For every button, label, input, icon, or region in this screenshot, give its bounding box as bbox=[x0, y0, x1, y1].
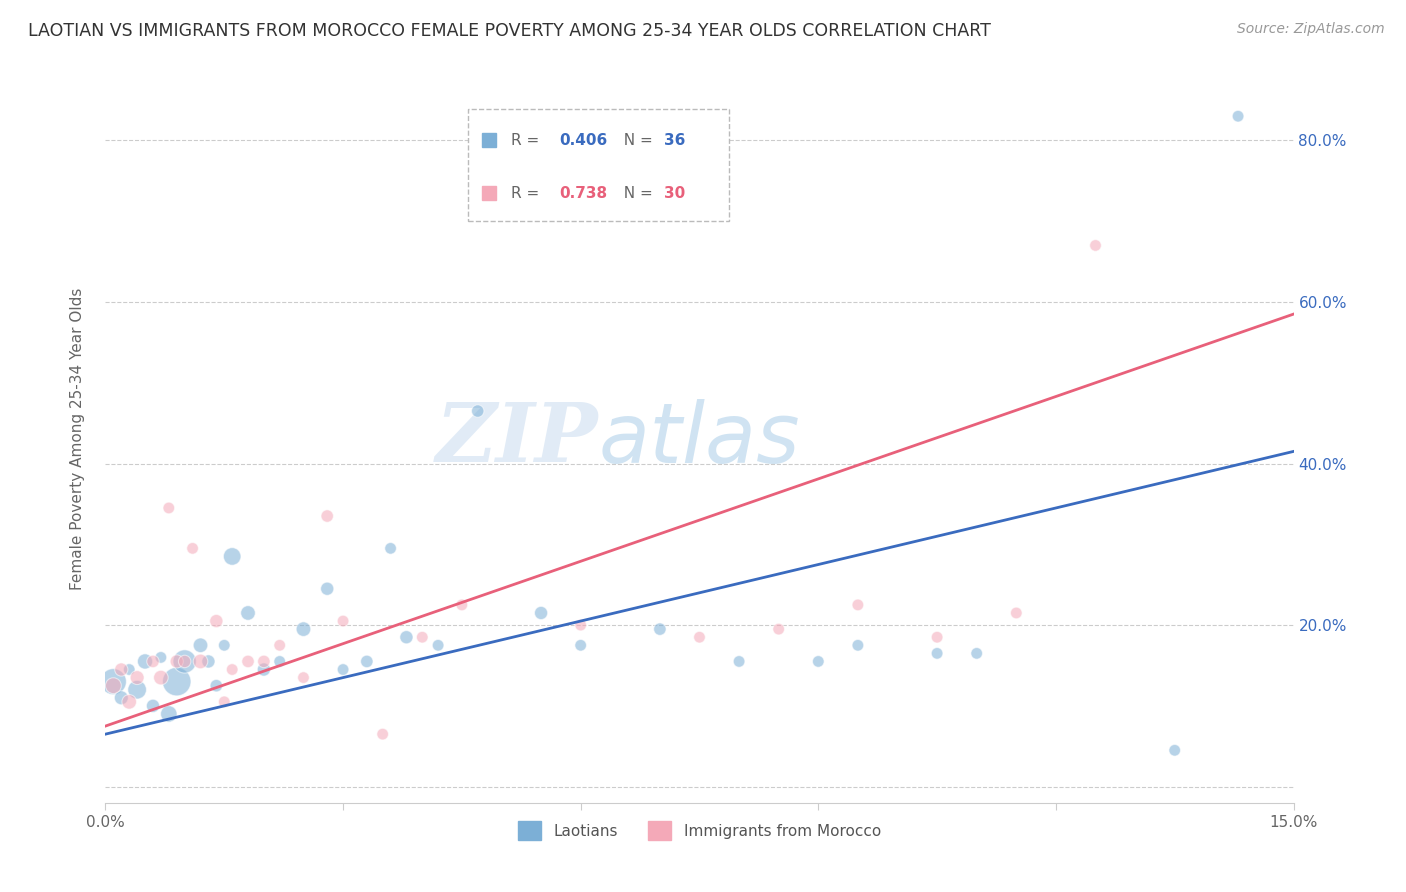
Point bbox=[166, 655, 188, 669]
Point bbox=[569, 618, 592, 632]
FancyBboxPatch shape bbox=[468, 109, 730, 221]
Point bbox=[966, 646, 988, 660]
Point bbox=[214, 695, 236, 709]
Point bbox=[648, 622, 671, 636]
Point bbox=[190, 655, 212, 669]
Point bbox=[380, 541, 402, 556]
Text: ZIP: ZIP bbox=[436, 400, 599, 479]
Point bbox=[411, 630, 433, 644]
Point bbox=[173, 655, 195, 669]
Text: 0.738: 0.738 bbox=[560, 186, 607, 201]
Point bbox=[846, 638, 869, 652]
Point bbox=[166, 674, 188, 689]
Point bbox=[149, 671, 172, 685]
Point bbox=[925, 630, 948, 644]
Point bbox=[197, 655, 219, 669]
Point bbox=[1084, 238, 1107, 252]
Text: 36: 36 bbox=[664, 133, 685, 147]
Point bbox=[149, 650, 172, 665]
Text: R =: R = bbox=[510, 186, 544, 201]
Point bbox=[689, 630, 711, 644]
Point bbox=[569, 638, 592, 652]
Point bbox=[925, 646, 948, 660]
Point bbox=[292, 671, 315, 685]
Text: R =: R = bbox=[510, 133, 544, 147]
Point bbox=[807, 655, 830, 669]
Point bbox=[236, 606, 259, 620]
Point bbox=[1005, 606, 1028, 620]
Point bbox=[205, 679, 228, 693]
Point bbox=[427, 638, 450, 652]
Point bbox=[118, 695, 141, 709]
Point bbox=[134, 655, 156, 669]
Point bbox=[181, 541, 204, 556]
Point bbox=[110, 690, 132, 705]
Y-axis label: Female Poverty Among 25-34 Year Olds: Female Poverty Among 25-34 Year Olds bbox=[70, 288, 84, 591]
Point bbox=[316, 582, 339, 596]
Text: N =: N = bbox=[614, 186, 658, 201]
Point bbox=[269, 638, 291, 652]
Point bbox=[214, 638, 236, 652]
Point bbox=[118, 663, 141, 677]
Point bbox=[157, 706, 180, 721]
Text: 30: 30 bbox=[664, 186, 685, 201]
Point bbox=[103, 674, 125, 689]
Point bbox=[142, 698, 165, 713]
Point bbox=[205, 614, 228, 628]
Text: atlas: atlas bbox=[599, 399, 800, 480]
Point bbox=[269, 655, 291, 669]
Text: LAOTIAN VS IMMIGRANTS FROM MOROCCO FEMALE POVERTY AMONG 25-34 YEAR OLDS CORRELAT: LAOTIAN VS IMMIGRANTS FROM MOROCCO FEMAL… bbox=[28, 22, 991, 40]
Point bbox=[127, 671, 149, 685]
Point bbox=[173, 655, 195, 669]
Legend: Laotians, Immigrants from Morocco: Laotians, Immigrants from Morocco bbox=[512, 815, 887, 846]
Text: N =: N = bbox=[614, 133, 658, 147]
Point bbox=[1164, 743, 1187, 757]
Point bbox=[253, 663, 276, 677]
Point bbox=[157, 500, 180, 515]
Point bbox=[236, 655, 259, 669]
Point bbox=[332, 663, 354, 677]
Point bbox=[292, 622, 315, 636]
Point bbox=[450, 598, 472, 612]
Point bbox=[142, 655, 165, 669]
Point bbox=[768, 622, 790, 636]
Text: Source: ZipAtlas.com: Source: ZipAtlas.com bbox=[1237, 22, 1385, 37]
Point bbox=[371, 727, 394, 741]
Point bbox=[110, 663, 132, 677]
Point bbox=[221, 549, 243, 564]
Point bbox=[316, 509, 339, 524]
Point bbox=[332, 614, 354, 628]
Point bbox=[221, 663, 243, 677]
Point bbox=[395, 630, 418, 644]
Point bbox=[467, 404, 489, 418]
Point bbox=[846, 598, 869, 612]
Point bbox=[1227, 109, 1250, 123]
Point bbox=[356, 655, 378, 669]
Point bbox=[190, 638, 212, 652]
Point bbox=[728, 655, 751, 669]
Point bbox=[127, 682, 149, 697]
Point bbox=[530, 606, 553, 620]
Text: 0.406: 0.406 bbox=[560, 133, 607, 147]
Point bbox=[103, 679, 125, 693]
Point bbox=[253, 655, 276, 669]
